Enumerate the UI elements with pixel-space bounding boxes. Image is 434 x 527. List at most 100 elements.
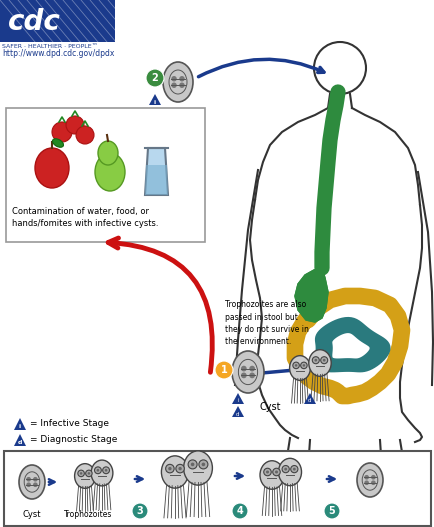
Ellipse shape <box>260 461 283 489</box>
Circle shape <box>198 460 207 469</box>
Circle shape <box>26 482 31 487</box>
Circle shape <box>201 463 205 466</box>
Circle shape <box>283 467 286 471</box>
Circle shape <box>179 83 184 88</box>
Ellipse shape <box>308 350 330 376</box>
Text: 2: 2 <box>151 73 158 83</box>
Circle shape <box>105 469 107 472</box>
Circle shape <box>294 364 297 367</box>
Circle shape <box>85 470 92 476</box>
Ellipse shape <box>231 351 263 393</box>
Text: http://www.dpd.cdc.gov/dpdx: http://www.dpd.cdc.gov/dpdx <box>2 49 114 58</box>
Circle shape <box>76 126 94 144</box>
Polygon shape <box>231 406 243 417</box>
Circle shape <box>370 475 375 480</box>
Circle shape <box>94 467 101 474</box>
Text: Contamination of water, food, or
hands/fomites with infective cysts.: Contamination of water, food, or hands/f… <box>12 207 158 229</box>
Circle shape <box>274 471 277 473</box>
Circle shape <box>292 467 295 471</box>
Circle shape <box>66 116 84 134</box>
Circle shape <box>102 467 109 474</box>
Text: Cyst: Cyst <box>260 402 281 412</box>
Text: 4: 4 <box>236 506 243 516</box>
Circle shape <box>363 481 368 485</box>
Circle shape <box>26 477 31 482</box>
Ellipse shape <box>98 141 118 165</box>
Circle shape <box>175 464 184 473</box>
Text: cdc: cdc <box>8 8 61 36</box>
Ellipse shape <box>161 456 188 488</box>
Circle shape <box>96 469 99 472</box>
Ellipse shape <box>95 153 125 191</box>
Polygon shape <box>145 148 168 195</box>
Ellipse shape <box>91 460 112 486</box>
Ellipse shape <box>35 148 69 188</box>
Ellipse shape <box>53 139 63 147</box>
Text: Trophozoites are also
passed in stool but
they do not survive in
the environment: Trophozoites are also passed in stool bu… <box>224 300 308 346</box>
Circle shape <box>300 362 306 369</box>
Circle shape <box>168 467 171 470</box>
Circle shape <box>146 69 164 87</box>
Ellipse shape <box>19 465 45 499</box>
Circle shape <box>240 366 246 372</box>
Polygon shape <box>145 165 168 195</box>
Circle shape <box>79 472 82 475</box>
Circle shape <box>322 359 325 362</box>
Circle shape <box>281 465 289 473</box>
Circle shape <box>87 472 90 475</box>
Text: = Infective Stage: = Infective Stage <box>30 419 109 428</box>
Circle shape <box>171 83 176 88</box>
Circle shape <box>240 373 246 378</box>
Circle shape <box>171 76 176 82</box>
Text: d: d <box>18 440 22 444</box>
Text: 5: 5 <box>328 506 335 516</box>
Circle shape <box>290 465 297 473</box>
Text: i: i <box>237 398 238 404</box>
Circle shape <box>78 470 84 476</box>
Circle shape <box>231 503 247 519</box>
Polygon shape <box>14 434 26 446</box>
Text: 1: 1 <box>220 365 227 375</box>
Text: Cyst: Cyst <box>23 510 41 519</box>
Polygon shape <box>303 393 315 404</box>
FancyBboxPatch shape <box>0 0 115 42</box>
Polygon shape <box>231 393 243 404</box>
Text: d: d <box>308 398 311 404</box>
Circle shape <box>249 366 254 372</box>
Ellipse shape <box>74 464 95 489</box>
Text: i: i <box>19 424 21 428</box>
Circle shape <box>191 463 194 466</box>
Circle shape <box>263 469 271 476</box>
Ellipse shape <box>278 458 301 486</box>
Circle shape <box>312 357 319 364</box>
Circle shape <box>187 460 197 469</box>
Ellipse shape <box>183 451 212 485</box>
Circle shape <box>179 76 184 82</box>
FancyBboxPatch shape <box>6 108 204 242</box>
Circle shape <box>33 482 38 487</box>
FancyBboxPatch shape <box>4 451 430 526</box>
Text: SAFER · HEALTHIER · PEOPLE™: SAFER · HEALTHIER · PEOPLE™ <box>2 44 98 49</box>
Circle shape <box>132 503 148 519</box>
Circle shape <box>165 464 174 473</box>
Circle shape <box>363 475 368 480</box>
Circle shape <box>302 364 305 367</box>
Ellipse shape <box>289 356 310 380</box>
Circle shape <box>214 361 233 379</box>
Text: 3: 3 <box>136 506 143 516</box>
Circle shape <box>323 503 339 519</box>
Circle shape <box>272 469 279 476</box>
Polygon shape <box>149 94 161 105</box>
Circle shape <box>292 362 299 369</box>
Circle shape <box>314 359 316 362</box>
Circle shape <box>370 481 375 485</box>
Ellipse shape <box>163 62 193 102</box>
Circle shape <box>178 467 181 470</box>
Text: d: d <box>236 412 239 416</box>
Polygon shape <box>294 268 327 322</box>
Polygon shape <box>14 418 26 430</box>
Ellipse shape <box>356 463 382 497</box>
Circle shape <box>52 122 72 142</box>
Text: Trophozoites: Trophozoites <box>64 510 112 519</box>
Circle shape <box>265 471 268 473</box>
